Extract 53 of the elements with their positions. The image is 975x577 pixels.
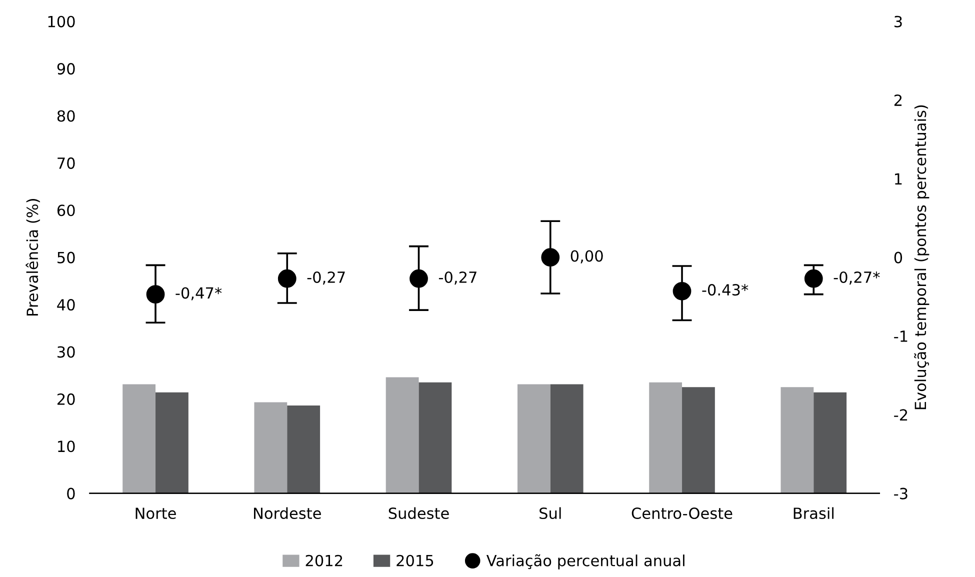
bar xyxy=(287,406,320,494)
point xyxy=(278,269,296,288)
data-label: -0,27* xyxy=(834,271,880,285)
y2-tick-label: -1 xyxy=(894,330,908,342)
point xyxy=(541,248,560,267)
x-tick-label: Brasil xyxy=(794,507,834,520)
y-axis-title: Prevalência (%) xyxy=(26,199,40,316)
data-label: -0,27 xyxy=(438,271,476,285)
point xyxy=(672,282,692,300)
point xyxy=(804,269,823,288)
bar xyxy=(418,382,452,494)
y2-tick-label: -2 xyxy=(894,409,908,420)
bar xyxy=(780,387,814,494)
y2-tick-label: 0 xyxy=(894,252,902,264)
data-label: -0,27 xyxy=(307,271,345,285)
y2-tick-label: 1 xyxy=(895,173,902,184)
y-tick-label: 20 xyxy=(57,393,75,405)
x-tick-label: Sul xyxy=(540,507,561,520)
y-tick-label: 80 xyxy=(57,110,75,122)
y-tick-label: 60 xyxy=(57,204,75,216)
bar xyxy=(550,384,584,494)
y-tick-label: 40 xyxy=(57,299,75,311)
bar xyxy=(517,384,550,494)
legend-label: 2012 xyxy=(306,554,342,566)
y-tick-label: 70 xyxy=(58,157,75,169)
data-label: -0,47* xyxy=(176,287,222,300)
legend-label: Variação percentual anual xyxy=(486,554,684,570)
bar xyxy=(156,392,188,494)
bar xyxy=(682,387,715,494)
bar xyxy=(386,377,419,494)
y-tick-label: 0 xyxy=(67,488,75,500)
point xyxy=(146,285,165,304)
x-tick-label: Nordeste xyxy=(254,507,321,520)
x-tick-label: Norte xyxy=(136,508,176,520)
x-tick-label: Centro-Oeste xyxy=(632,507,732,520)
data-label: -0.43* xyxy=(702,284,748,296)
y-tick-label: 30 xyxy=(58,346,75,358)
data-label: 0,00 xyxy=(570,250,603,264)
bar xyxy=(122,384,156,494)
y-tick-label: 90 xyxy=(57,63,75,75)
bar xyxy=(814,392,847,494)
bar xyxy=(254,402,288,494)
y2-tick-label: -3 xyxy=(894,488,908,500)
y2-tick-label: 2 xyxy=(894,94,902,106)
y-tick-label: 50 xyxy=(58,252,75,264)
y2-tick-label: 3 xyxy=(894,16,902,28)
bar xyxy=(649,382,682,494)
legend-label: 2015 xyxy=(396,554,434,566)
y2-axis-title: Evolução temporal (pontos percentuais) xyxy=(914,105,930,410)
point xyxy=(410,269,428,288)
y-tick-label: 100 xyxy=(48,16,75,28)
y-tick-label: 10 xyxy=(58,440,75,452)
x-tick-label: Sudeste xyxy=(388,507,449,520)
